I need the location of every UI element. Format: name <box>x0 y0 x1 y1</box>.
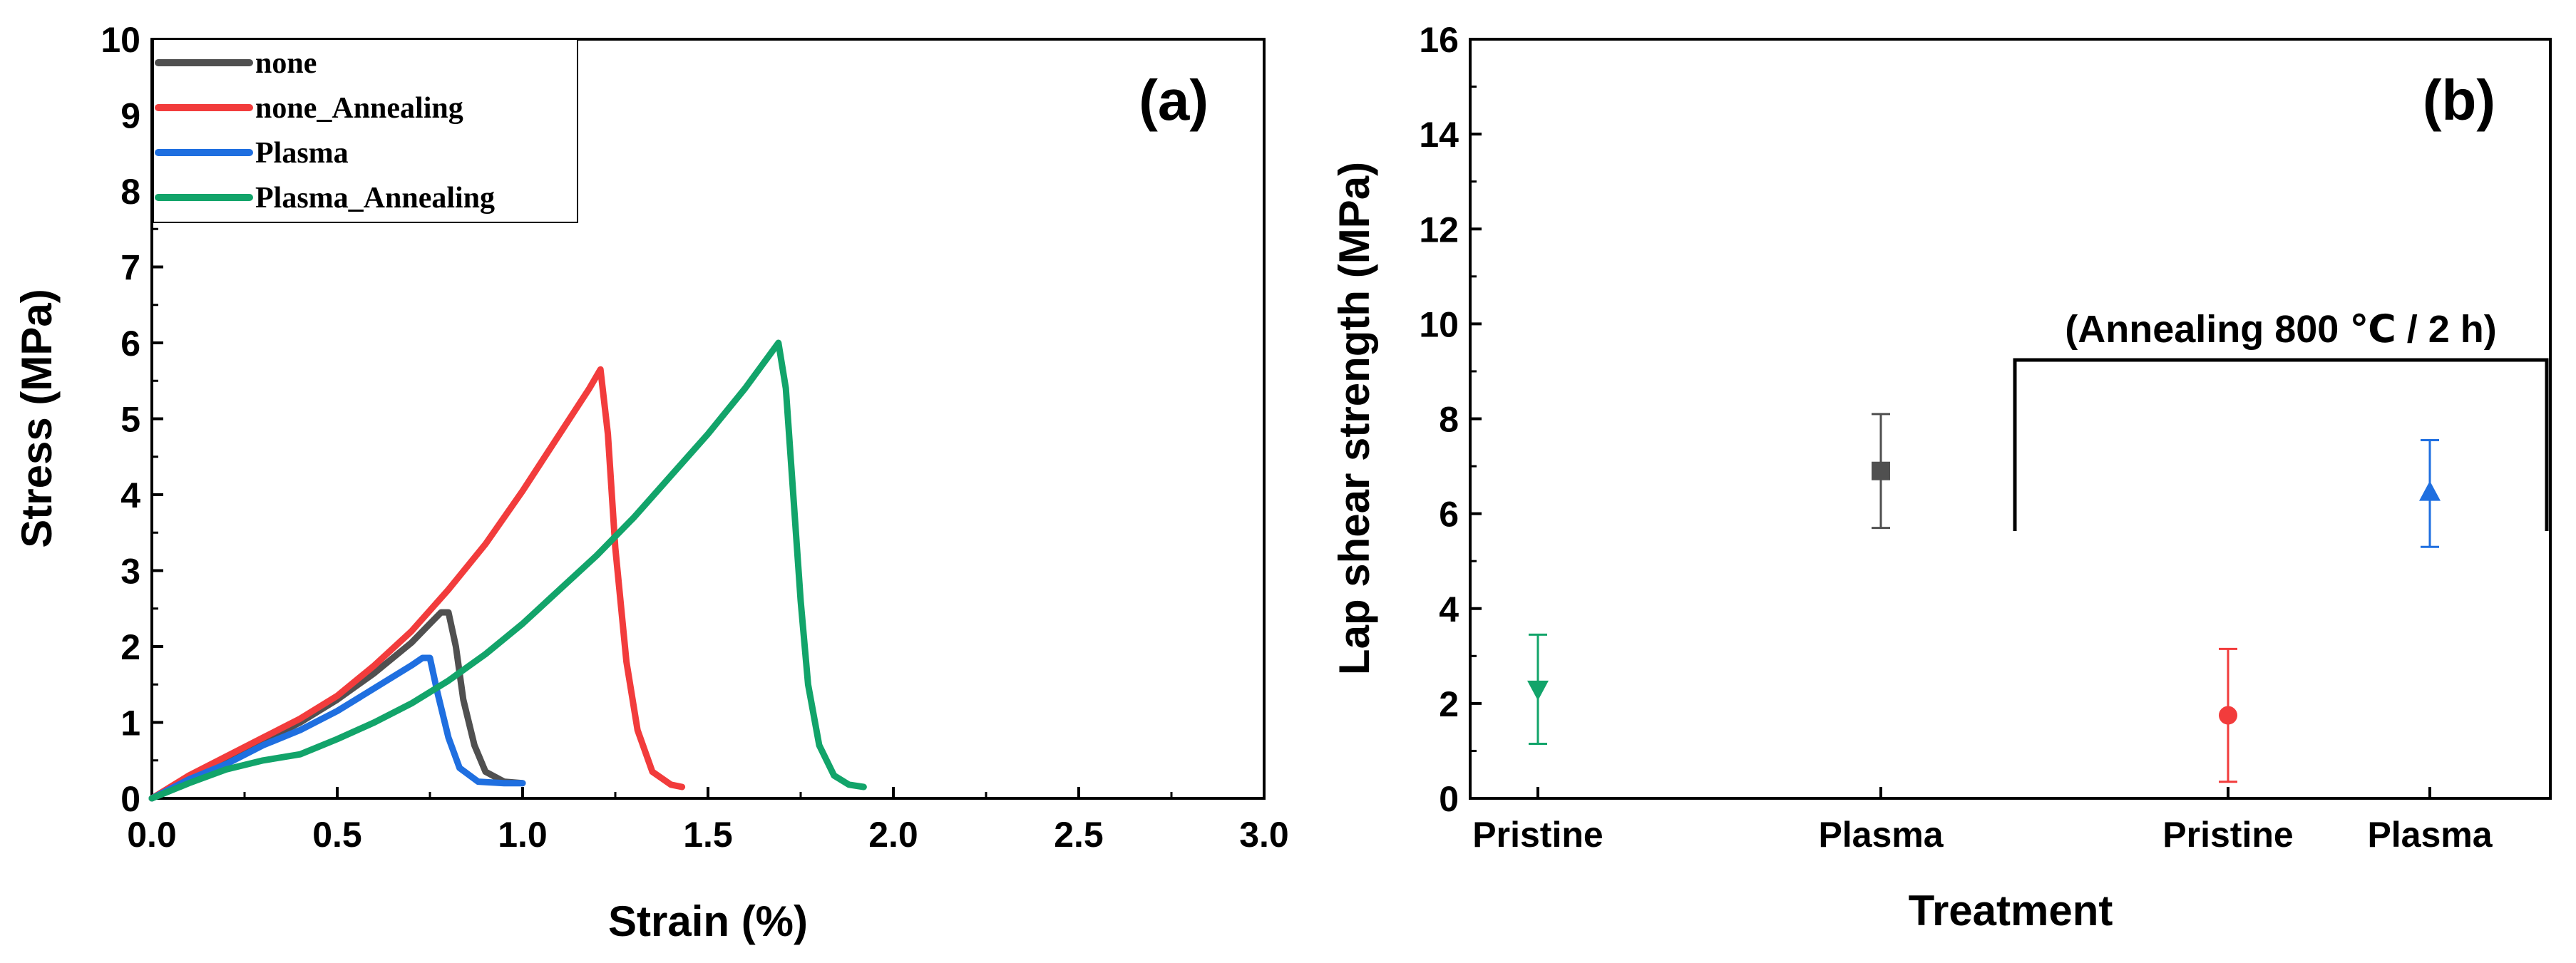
x-axis-label-a: Strain (%) <box>608 897 808 945</box>
y-tick-label-b: 16 <box>1419 20 1459 60</box>
points-group-b <box>1527 413 2441 783</box>
series-line-none <box>148 609 526 802</box>
y-tick-label-a: 7 <box>120 248 140 288</box>
y-tick-label-b: 4 <box>1439 589 1459 629</box>
bracket-line <box>2013 358 2549 531</box>
y-tick-label-a: 0 <box>120 779 140 819</box>
y-tick-label-a: 8 <box>120 172 140 212</box>
category-label: Plasma <box>2367 815 2493 855</box>
legend-box <box>153 38 578 223</box>
x-tick-label-a: 0.0 <box>127 815 177 855</box>
y-tick-label-b: 2 <box>1439 684 1459 724</box>
x-axis-a: 0.0 0.5 1.0 1.5 2.0 2.5 3.0 <box>127 787 1289 855</box>
y-tick-label-a: 9 <box>120 96 140 136</box>
category-label: Pristine <box>1472 815 1603 855</box>
legend-label: none_Annealing <box>255 92 463 125</box>
y-tick-label-b: 12 <box>1419 210 1459 249</box>
y-tick-label-a: 2 <box>120 627 140 667</box>
x-axis-b: Pristine Plasma Pristine Plasma <box>1472 787 2493 855</box>
legend-label: Plasma <box>255 137 349 170</box>
x-tick-label-a: 3.0 <box>1239 815 1289 855</box>
lap-shear-chart: 0 2 4 6 8 10 12 14 16 Pristine Plasma Pristine Plas… <box>1330 20 2552 934</box>
y-axis-label-b: Lap shear strength (MPa) <box>1330 162 1378 675</box>
x-tick-label-a: 1.5 <box>683 815 733 855</box>
y-tick-label-a: 3 <box>120 552 140 592</box>
series-line-plasma-annealing <box>148 339 867 802</box>
annealing-bracket: (Annealing 800 ℃ / 2 h) <box>2013 308 2549 531</box>
y-tick-label-a: 4 <box>120 475 140 515</box>
plot-b-frame <box>1469 38 2552 800</box>
y-tick-label-a: 5 <box>120 400 140 440</box>
y-tick-label-b: 10 <box>1419 304 1459 344</box>
category-label: Pristine <box>2162 815 2293 855</box>
y-tick-label-b: 14 <box>1419 115 1459 155</box>
y-tick-label-b: 0 <box>1439 779 1459 819</box>
y-tick-label-a: 1 <box>120 704 140 743</box>
category-label: Plasma <box>1818 815 1944 855</box>
y-axis-label-a: Stress (MPa) <box>13 289 61 547</box>
legend-label: none <box>255 47 317 80</box>
y-axis-a: 0 1 2 3 4 5 6 7 8 9 10 <box>101 20 163 819</box>
annealing-annotation: (Annealing 800 ℃ / 2 h) <box>2065 308 2497 351</box>
panel-label-a: (a) <box>1139 68 1209 132</box>
data-point-triangle-up <box>2419 480 2441 501</box>
x-tick-label-a: 2.5 <box>1054 815 1104 855</box>
y-tick-label-b: 8 <box>1439 400 1459 440</box>
x-tick-label-a: 1.0 <box>498 815 548 855</box>
y-tick-label-a: 10 <box>101 20 140 60</box>
panel-label-b: (b) <box>2423 68 2495 132</box>
x-axis-label-b: Treatment <box>1909 887 2113 934</box>
data-point-triangle-down <box>1527 680 1549 701</box>
x-tick-label-a: 2.0 <box>868 815 918 855</box>
legend-a: none none_Annealing Plasma Plasma_Annealing <box>153 38 578 223</box>
data-point-square <box>1872 461 1890 480</box>
data-point-circle <box>2219 706 2237 725</box>
y-tick-label-a: 6 <box>120 324 140 364</box>
y-axis-b: 0 2 4 6 8 10 12 14 16 <box>1419 20 1482 819</box>
legend-label: Plasma_Annealing <box>255 182 495 215</box>
series-line-none-annealing <box>148 366 686 802</box>
series-line-plasma <box>148 654 526 802</box>
series-group-a <box>148 339 867 802</box>
x-tick-label-a: 0.5 <box>312 815 362 855</box>
y-tick-label-b: 6 <box>1439 495 1459 535</box>
